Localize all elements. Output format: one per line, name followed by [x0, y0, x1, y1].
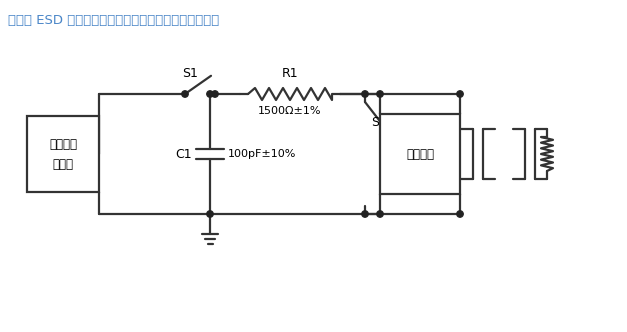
Circle shape — [362, 91, 368, 97]
Text: S1: S1 — [182, 67, 198, 80]
Text: 高压脉冲: 高压脉冲 — [49, 137, 77, 150]
Text: R1: R1 — [282, 67, 298, 80]
Circle shape — [182, 91, 188, 97]
Circle shape — [377, 91, 383, 97]
Text: 发生器: 发生器 — [53, 157, 73, 171]
Text: C1: C1 — [176, 147, 192, 160]
Circle shape — [377, 211, 383, 217]
Text: 1500Ω±1%: 1500Ω±1% — [258, 106, 322, 116]
Bar — [380, 114, 460, 194]
Circle shape — [457, 91, 463, 97]
Text: 下图为 ESD 典型测试线路；测试点应包括所有引出端。: 下图为 ESD 典型测试线路；测试点应包括所有引出端。 — [8, 14, 219, 27]
Text: 100pF±10%: 100pF±10% — [228, 149, 297, 159]
Text: S2: S2 — [371, 116, 387, 128]
Circle shape — [207, 211, 213, 217]
Circle shape — [457, 211, 463, 217]
Circle shape — [362, 211, 368, 217]
Text: 被测器件: 被测器件 — [406, 147, 434, 160]
Bar — [27, 116, 99, 192]
Circle shape — [212, 91, 218, 97]
Circle shape — [207, 91, 213, 97]
